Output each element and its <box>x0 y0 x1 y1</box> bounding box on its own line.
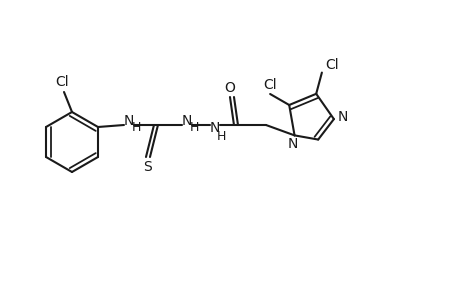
Text: H: H <box>189 121 198 134</box>
Text: Cl: Cl <box>263 78 276 92</box>
Text: N: N <box>123 114 134 128</box>
Text: H: H <box>216 130 225 142</box>
Text: N: N <box>209 121 220 135</box>
Text: H: H <box>131 121 140 134</box>
Text: Cl: Cl <box>55 75 69 89</box>
Text: N: N <box>337 110 347 124</box>
Text: N: N <box>181 114 192 128</box>
Text: N: N <box>287 137 297 152</box>
Text: O: O <box>224 81 235 95</box>
Text: S: S <box>143 160 152 174</box>
Text: Cl: Cl <box>325 58 338 72</box>
